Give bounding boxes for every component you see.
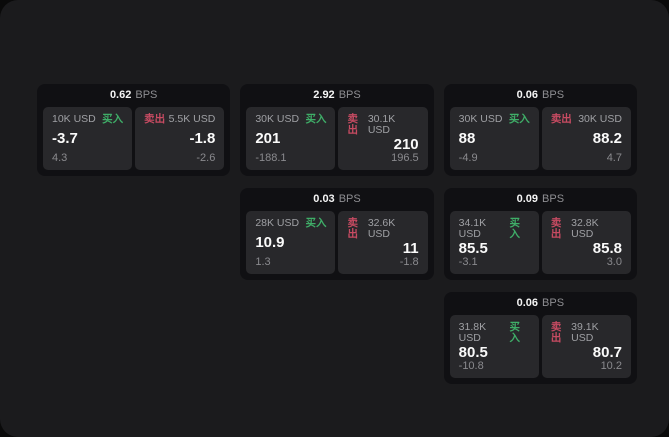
card-header: 2.92 BPS: [240, 84, 433, 107]
buy-price: -3.7: [52, 130, 78, 148]
card-header: 0.62 BPS: [37, 84, 230, 107]
buy-notional: 30K USD: [255, 113, 300, 125]
spread-card: 0.09 BPS 34.1K USD 买入 85.5 -3.1 卖出 32.8K…: [443, 188, 637, 280]
bps-value: 0.09: [516, 193, 539, 205]
buy-quote-tile[interactable]: 30K USD 买入 201 -188.1: [246, 107, 336, 170]
buy-price: 80.5: [458, 343, 488, 361]
buy-sub-value: -3.1: [458, 256, 478, 268]
sell-side-label: 卖出: [347, 217, 358, 240]
sell-side-label: 卖出: [144, 113, 166, 125]
sell-quote-tile[interactable]: 卖出 32.6K USD 11 -1.8: [338, 211, 428, 274]
card-body: 31.8K USD 买入 80.5 -10.8 卖出 39.1K USD 80.…: [444, 315, 637, 384]
buy-price: 88: [458, 130, 476, 148]
buy-notional: 30K USD: [458, 113, 503, 125]
sell-price: 88.2: [592, 130, 622, 148]
sell-notional: 30.1K USD: [367, 113, 396, 136]
card-body: 30K USD 买入 88 -4.9 卖出 30K USD 88.2 4.7: [444, 107, 637, 176]
buy-quote-tile[interactable]: 31.8K USD 买入 80.5 -10.8: [449, 315, 539, 378]
sell-notional: 32.8K USD: [571, 217, 599, 240]
buy-sub-value: 1.3: [255, 256, 271, 268]
sell-sub-value: 4.7: [606, 152, 622, 164]
buy-price: 85.5: [458, 239, 488, 257]
buy-sub-value: -4.9: [458, 152, 478, 164]
sell-sub-value: -2.6: [196, 152, 216, 164]
bps-value: 0.06: [516, 297, 539, 309]
card-body: 10K USD 买入 -3.7 4.3 卖出 5.5K USD -1.8 -2.…: [37, 107, 230, 176]
buy-side-label: 买入: [509, 321, 520, 344]
sell-sub-value: 196.5: [391, 152, 419, 164]
sell-side-label: 卖出: [550, 321, 562, 344]
sell-quote-tile[interactable]: 卖出 32.8K USD 85.8 3.0: [541, 211, 631, 274]
bps-unit: BPS: [338, 89, 361, 101]
bps-value: 0.06: [516, 89, 539, 101]
buy-side-label: 买入: [305, 217, 327, 229]
buy-notional: 28K USD: [255, 217, 300, 229]
card-header: 0.09 BPS: [444, 188, 637, 211]
bps-value: 0.62: [109, 89, 132, 101]
buy-notional: 34.1K USD: [458, 217, 487, 240]
spread-card: 0.03 BPS 28K USD 买入 10.9 1.3 卖出 32.6K US…: [240, 188, 434, 280]
bps-unit: BPS: [542, 89, 565, 101]
sell-price: 80.7: [592, 343, 622, 361]
sell-sub-value: 3.0: [606, 256, 622, 268]
sell-notional: 32.6K USD: [367, 217, 396, 240]
spread-card: 0.06 BPS 31.8K USD 买入 80.5 -10.8 卖出 39.1…: [443, 292, 637, 384]
sell-side-label: 卖出: [347, 113, 358, 136]
sell-price: -1.8: [189, 130, 216, 148]
sell-price: 11: [402, 239, 419, 257]
buy-notional: 31.8K USD: [458, 321, 487, 344]
spread-card: 0.62 BPS 10K USD 买入 -3.7 4.3 卖出 5.5K USD: [37, 84, 231, 176]
spread-card: 0.06 BPS 30K USD 买入 88 -4.9 卖出 30K USD: [443, 84, 637, 176]
sell-price: 210: [393, 135, 419, 153]
buy-quote-tile[interactable]: 30K USD 买入 88 -4.9: [449, 107, 539, 170]
buy-side-label: 买入: [102, 113, 124, 125]
card-header: 0.06 BPS: [444, 292, 637, 315]
buy-quote-tile[interactable]: 10K USD 买入 -3.7 4.3: [43, 107, 133, 170]
sell-notional: 5.5K USD: [168, 113, 216, 125]
sell-price: 85.8: [592, 239, 622, 257]
card-header: 0.06 BPS: [444, 84, 637, 107]
card-header: 0.03 BPS: [240, 188, 433, 211]
buy-side-label: 买入: [305, 113, 327, 125]
spread-card: 2.92 BPS 30K USD 买入 201 -188.1 卖出 30.1K …: [240, 84, 434, 176]
sell-sub-value: 10.2: [600, 360, 622, 372]
sell-quote-tile[interactable]: 卖出 30.1K USD 210 196.5: [338, 107, 428, 170]
sell-sub-value: -1.8: [399, 256, 419, 268]
bps-unit: BPS: [542, 297, 565, 309]
sell-side-label: 卖出: [550, 217, 562, 240]
sell-quote-tile[interactable]: 卖出 39.1K USD 80.7 10.2: [541, 315, 631, 378]
quote-cards-grid: 0.62 BPS 10K USD 买入 -3.7 4.3 卖出 5.5K USD: [37, 84, 637, 384]
bps-unit: BPS: [338, 193, 361, 205]
buy-price: 10.9: [255, 234, 285, 252]
buy-sub-value: 4.3: [52, 152, 68, 164]
sell-quote-tile[interactable]: 卖出 30K USD 88.2 4.7: [541, 107, 631, 170]
buy-price: 201: [255, 130, 281, 148]
buy-side-label: 买入: [509, 217, 520, 240]
bps-value: 0.03: [313, 193, 335, 205]
card-body: 30K USD 买入 201 -188.1 卖出 30.1K USD 210 1…: [240, 107, 433, 176]
bps-value: 2.92: [313, 89, 335, 101]
bps-unit: BPS: [542, 193, 565, 205]
sell-notional: 30K USD: [578, 113, 622, 125]
card-body: 28K USD 买入 10.9 1.3 卖出 32.6K USD 11 -1.8: [240, 211, 433, 280]
sell-notional: 39.1K USD: [571, 321, 599, 344]
buy-sub-value: -188.1: [255, 152, 287, 164]
buy-quote-tile[interactable]: 34.1K USD 买入 85.5 -3.1: [449, 211, 539, 274]
card-body: 34.1K USD 买入 85.5 -3.1 卖出 32.8K USD 85.8…: [444, 211, 637, 280]
buy-notional: 10K USD: [52, 113, 96, 125]
buy-quote-tile[interactable]: 28K USD 买入 10.9 1.3: [246, 211, 336, 274]
sell-side-label: 卖出: [550, 113, 572, 125]
buy-side-label: 买入: [508, 113, 530, 125]
buy-sub-value: -10.8: [458, 360, 484, 372]
bps-unit: BPS: [135, 89, 158, 101]
sell-quote-tile[interactable]: 卖出 5.5K USD -1.8 -2.6: [135, 107, 225, 170]
